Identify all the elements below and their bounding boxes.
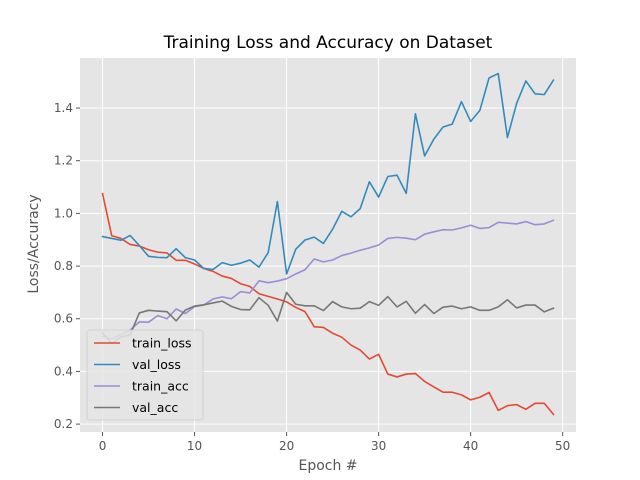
y-tick-label: 0.4 [54, 364, 73, 378]
x-tick-label: 50 [555, 439, 570, 453]
series-line-train-acc [101, 219, 555, 340]
series-line-val-acc [101, 291, 555, 345]
legend-label: train_loss [132, 336, 192, 351]
x-tick-label: 40 [463, 439, 478, 453]
y-tick-label: 0.2 [54, 417, 73, 431]
tick-labels: 0 10 20 30 40 50 0.2 0.4 0.6 0.8 1.0 1.2 1.4 [54, 101, 570, 453]
x-tick-label: 0 [99, 439, 107, 453]
series-lines [101, 72, 555, 416]
legend-label: val_acc [132, 400, 178, 415]
y-tick-label: 1.2 [54, 154, 73, 168]
y-tick-label: 0.8 [54, 259, 73, 273]
y-axis-label: Loss/Accuracy [26, 194, 42, 293]
chart-title: Training Loss and Accuracy on Dataset [163, 33, 493, 53]
series-line-train-loss [101, 192, 555, 416]
legend-label: train_acc [132, 379, 189, 394]
y-tick-label: 0.6 [54, 312, 73, 326]
series-line-val-loss [101, 72, 555, 275]
x-tick-label: 20 [279, 439, 294, 453]
legend-label: val_loss [132, 357, 181, 372]
x-axis-label: Epoch # [298, 458, 357, 474]
y-tick-label: 1.0 [54, 206, 73, 220]
y-tick-label: 1.4 [54, 101, 73, 115]
x-tick-label: 30 [371, 439, 386, 453]
x-tick-label: 10 [187, 439, 202, 453]
legend-box [86, 329, 204, 421]
legend: train_loss val_loss train_acc val_acc [86, 329, 204, 421]
